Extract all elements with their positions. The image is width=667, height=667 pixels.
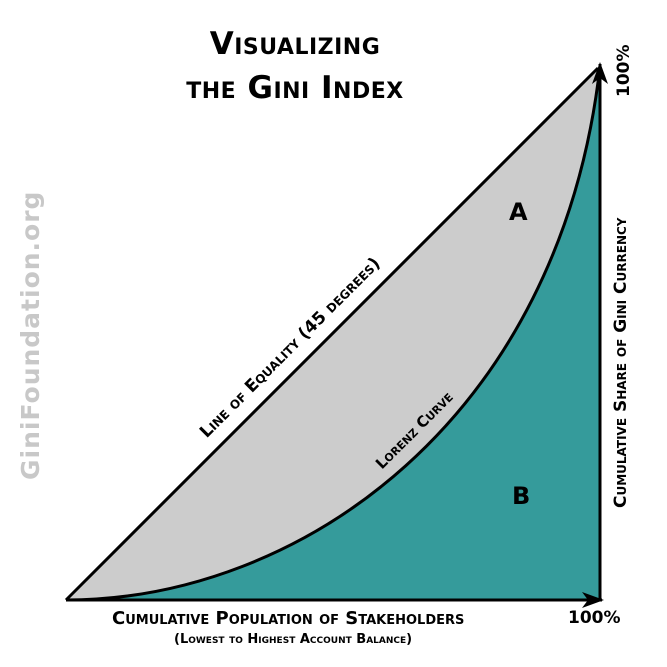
x-axis-sublabel: (Lowest to Highest Account Balance) — [174, 632, 413, 647]
y-axis-label: Cumulative Share of Gini Currency — [611, 217, 631, 509]
area-b-label: B — [512, 482, 531, 510]
lorenz-curve — [65, 65, 602, 602]
diagram-title: Visualizing the Gini Index — [0, 22, 590, 110]
area-a-label: A — [509, 198, 528, 226]
watermark: GiniFoundation.org — [16, 190, 45, 480]
title-line-2: the Gini Index — [186, 70, 404, 106]
title-line-1: Visualizing — [209, 26, 381, 62]
x-axis-end-label: 100% — [568, 608, 621, 628]
y-axis-end-label: 100% — [614, 44, 634, 97]
line-of-equality — [64, 66, 600, 602]
x-axis-label: Cumulative Population of Stakeholders — [112, 608, 465, 629]
area-b — [66, 66, 600, 600]
